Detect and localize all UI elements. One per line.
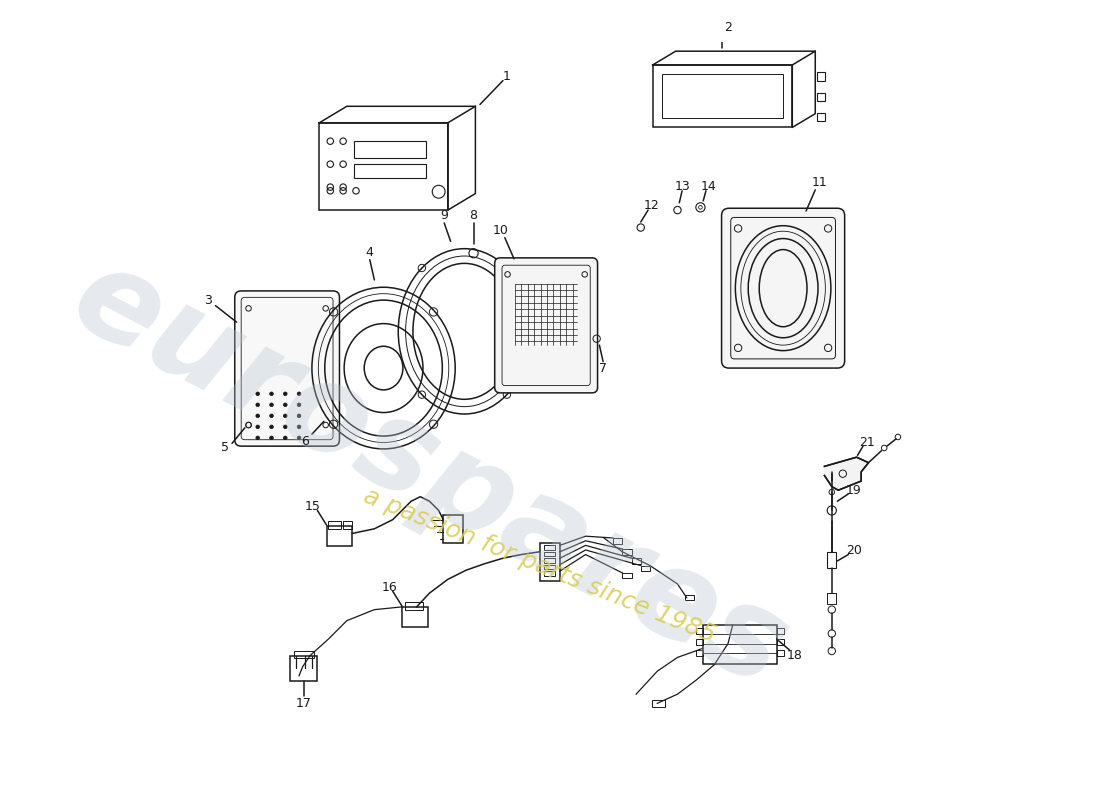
- Bar: [343, 522, 352, 529]
- Bar: [544, 571, 556, 576]
- Bar: [777, 639, 784, 645]
- Text: eurospares: eurospares: [52, 234, 806, 713]
- Bar: [696, 628, 703, 634]
- Circle shape: [284, 436, 287, 440]
- Bar: [817, 93, 825, 101]
- Circle shape: [297, 425, 301, 429]
- Bar: [827, 552, 836, 568]
- Circle shape: [256, 414, 260, 418]
- Bar: [613, 538, 623, 543]
- Bar: [354, 142, 426, 158]
- Bar: [623, 573, 631, 578]
- Text: 3: 3: [205, 294, 212, 306]
- Bar: [327, 526, 352, 546]
- Text: 16: 16: [382, 581, 397, 594]
- Text: 11: 11: [812, 176, 827, 189]
- Bar: [443, 515, 463, 542]
- Bar: [685, 595, 694, 601]
- Circle shape: [284, 403, 287, 406]
- Text: 20: 20: [846, 544, 861, 558]
- Circle shape: [297, 414, 301, 418]
- Bar: [703, 626, 777, 664]
- Bar: [402, 607, 428, 627]
- Text: 10: 10: [493, 224, 508, 237]
- Bar: [827, 593, 836, 604]
- Text: 4: 4: [366, 246, 374, 259]
- Bar: [777, 628, 784, 634]
- Text: 14: 14: [701, 180, 716, 193]
- Bar: [696, 650, 703, 655]
- Circle shape: [284, 414, 287, 418]
- Text: 2: 2: [724, 21, 732, 34]
- Circle shape: [297, 403, 301, 406]
- Bar: [817, 113, 825, 121]
- Text: 15: 15: [305, 500, 321, 514]
- Bar: [696, 639, 703, 645]
- Bar: [544, 552, 556, 556]
- Text: 9: 9: [440, 209, 448, 222]
- Circle shape: [270, 392, 273, 396]
- Circle shape: [284, 392, 287, 396]
- Text: 8: 8: [470, 209, 477, 222]
- Bar: [652, 65, 792, 127]
- Bar: [544, 546, 556, 550]
- Circle shape: [297, 436, 301, 440]
- FancyBboxPatch shape: [722, 208, 845, 368]
- Bar: [540, 542, 560, 581]
- Bar: [290, 655, 318, 682]
- Circle shape: [284, 425, 287, 429]
- Bar: [777, 650, 784, 655]
- Bar: [640, 566, 650, 571]
- Bar: [354, 164, 426, 178]
- Text: 17: 17: [296, 697, 311, 710]
- Bar: [817, 72, 825, 81]
- Bar: [631, 558, 640, 564]
- Bar: [319, 123, 448, 210]
- Polygon shape: [824, 457, 869, 490]
- Text: 19: 19: [846, 484, 861, 497]
- Text: 12: 12: [644, 199, 660, 212]
- Circle shape: [270, 414, 273, 418]
- FancyBboxPatch shape: [495, 258, 597, 393]
- Circle shape: [256, 425, 260, 429]
- Text: 13: 13: [674, 180, 690, 193]
- Bar: [544, 565, 556, 570]
- Bar: [405, 602, 424, 610]
- Bar: [623, 549, 631, 554]
- Text: a passion for parts since 1985: a passion for parts since 1985: [360, 484, 719, 647]
- Circle shape: [256, 403, 260, 406]
- Text: 21: 21: [859, 436, 874, 449]
- Text: 1: 1: [503, 70, 510, 83]
- Bar: [294, 651, 313, 658]
- Bar: [652, 700, 664, 707]
- Circle shape: [270, 436, 273, 440]
- Bar: [544, 558, 556, 563]
- Bar: [662, 74, 783, 118]
- Text: 18: 18: [788, 649, 803, 662]
- Circle shape: [256, 436, 260, 440]
- FancyBboxPatch shape: [234, 291, 340, 446]
- Text: 6: 6: [301, 435, 309, 448]
- Text: 7: 7: [600, 362, 607, 375]
- Circle shape: [297, 392, 301, 396]
- Circle shape: [270, 403, 273, 406]
- Circle shape: [270, 425, 273, 429]
- Circle shape: [256, 392, 260, 396]
- Bar: [329, 522, 341, 529]
- Text: 5: 5: [221, 442, 229, 454]
